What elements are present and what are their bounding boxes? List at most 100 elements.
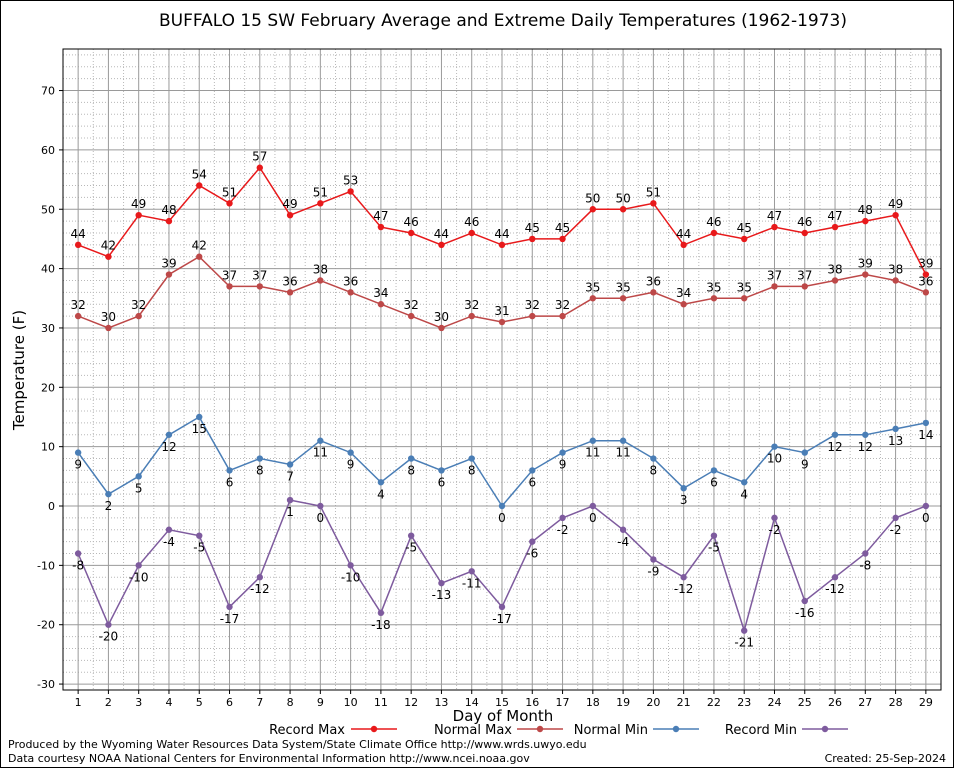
record-min-data-label: -13 <box>432 588 452 602</box>
x-tick-label: 4 <box>165 696 172 709</box>
normal-max-point <box>498 318 506 326</box>
y-tick-label: -10 <box>37 559 55 572</box>
normal-max-point <box>741 295 748 302</box>
normal-min-point <box>196 413 203 421</box>
normal-min-point <box>286 461 294 468</box>
normal-min-data-label: 8 <box>468 464 476 478</box>
normal-min-data-label: 6 <box>528 475 536 489</box>
record-min-data-label: -8 <box>72 558 84 572</box>
record-max-point <box>226 200 233 207</box>
record-min-point <box>196 532 203 539</box>
normal-max-point <box>135 312 142 320</box>
normal-min-data-label: 9 <box>347 458 355 472</box>
normal-min-data-label: 6 <box>226 475 234 489</box>
normal-min-point <box>619 437 627 444</box>
normal-min-data-label: 5 <box>135 481 143 495</box>
record-max-data-label: 51 <box>313 185 328 199</box>
normal-min-point <box>256 455 263 462</box>
record-max-data-label: 46 <box>464 215 479 229</box>
record-max-point <box>619 206 627 213</box>
y-tick-label: 60 <box>41 144 55 157</box>
y-tick-label: -20 <box>37 619 55 632</box>
record-max-point <box>498 241 506 249</box>
normal-max-data-label: 39 <box>858 257 873 271</box>
normal-max-point <box>589 295 597 302</box>
record-min-data-label: -8 <box>859 558 871 572</box>
normal-min-data-label: 11 <box>313 446 328 460</box>
record-min-point <box>105 621 112 628</box>
record-max-point <box>650 200 657 207</box>
record-min-data-label: -5 <box>708 541 720 555</box>
record-min-point <box>680 574 687 581</box>
x-tick-label: 27 <box>858 696 872 709</box>
legend-marker-record-max <box>370 725 378 733</box>
y-tick-label: 20 <box>41 381 55 394</box>
normal-max-data-label: 34 <box>373 286 388 300</box>
record-min-point <box>529 538 536 545</box>
record-min-point <box>135 562 142 569</box>
normal-min-point <box>710 467 718 474</box>
record-max-point <box>831 223 839 231</box>
record-min-point <box>256 574 263 581</box>
record-min-data-label: 0 <box>589 511 597 525</box>
x-tick-label: 12 <box>404 696 418 709</box>
normal-max-data-label: 35 <box>585 280 600 294</box>
normal-max-data-label: 36 <box>918 274 933 288</box>
normal-max-point <box>650 289 657 296</box>
normal-max-data-label: 32 <box>131 298 146 312</box>
x-tick-label: 22 <box>707 696 721 709</box>
record-max-data-label: 46 <box>706 215 721 229</box>
normal-max-point <box>74 312 82 320</box>
record-min-data-label: 1 <box>286 505 294 519</box>
x-tick-label: 28 <box>889 696 903 709</box>
record-max-point <box>165 217 173 225</box>
record-min-point <box>922 502 930 510</box>
record-max-point <box>347 188 354 195</box>
normal-min-series <box>74 413 930 510</box>
record-max-point <box>529 235 536 243</box>
normal-min-point <box>498 502 506 510</box>
record-max-point <box>286 211 294 219</box>
normal-min-point <box>135 473 142 480</box>
chart-title: BUFFALO 15 SW February Average and Extre… <box>159 11 847 31</box>
y-tick-label: -30 <box>37 678 55 691</box>
normal-max-data-label: 34 <box>676 286 691 300</box>
record-max-point <box>801 229 808 237</box>
x-tick-label: 8 <box>287 696 294 709</box>
normal-min-point <box>347 449 354 456</box>
x-tick-label: 20 <box>646 696 660 709</box>
record-min-data-label: -2 <box>768 523 780 537</box>
x-tick-label: 18 <box>586 696 600 709</box>
normal-max-point <box>529 312 536 320</box>
record-max-data-label: 51 <box>222 185 237 199</box>
record-min-point <box>498 603 506 611</box>
normal-max-data-label: 36 <box>282 274 297 288</box>
normal-max-data-label: 35 <box>615 280 630 294</box>
normal-min-point <box>831 431 839 438</box>
normal-max-point <box>105 324 112 332</box>
normal-min-point <box>468 455 475 462</box>
record-max-point <box>407 229 415 237</box>
record-min-data-label: -10 <box>341 570 361 584</box>
normal-min-point <box>105 490 112 498</box>
normal-min-data-label: 2 <box>105 499 113 513</box>
normal-min-data-label: 4 <box>740 487 748 501</box>
record-max-data-label: 47 <box>767 209 782 223</box>
y-tick-label: 50 <box>41 203 55 216</box>
record-max-data-label: 46 <box>404 215 419 229</box>
record-min-point <box>892 514 899 522</box>
x-tick-label: 16 <box>525 696 539 709</box>
normal-max-series <box>74 253 930 332</box>
x-tick-label: 9 <box>317 696 324 709</box>
record-max-point <box>710 229 718 237</box>
record-max-point <box>468 229 475 237</box>
normal-max-data-label: 30 <box>434 310 449 324</box>
normal-max-point <box>286 289 294 296</box>
record-min-point <box>377 609 385 617</box>
record-max-point <box>377 223 385 231</box>
record-min-point <box>559 514 566 522</box>
record-min-point <box>741 627 748 634</box>
normal-min-point <box>529 467 536 474</box>
